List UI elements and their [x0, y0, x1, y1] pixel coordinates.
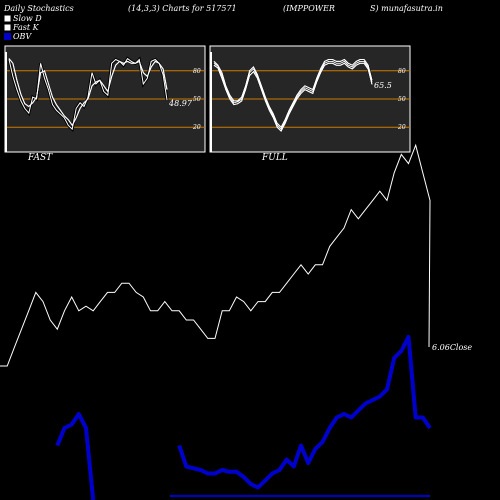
fast-ytick-50: 50	[193, 96, 201, 103]
legend-swatch-slow-d	[3, 14, 12, 23]
close-price-line	[0, 143, 431, 367]
chart-params: (14,3,3) Charts for 517571	[128, 4, 237, 13]
legend: Slow D Fast K OBV	[3, 14, 42, 41]
chart-title: Daily Stochastics	[3, 4, 74, 13]
fast-ytick-80: 80	[193, 68, 201, 75]
legend-swatch-fast-k	[3, 23, 12, 32]
full-panel-label: FULL	[261, 153, 288, 163]
close-label: 6.06Close	[432, 343, 472, 352]
fast-panel-label: FAST	[27, 153, 53, 163]
fast-last-value: 48.97	[168, 99, 193, 108]
full-series-1-line	[213, 62, 373, 132]
full-series-2-line	[213, 58, 373, 129]
obv-line	[55, 335, 432, 500]
full-stochastic-panel: 80 50 20 65.5	[209, 45, 411, 153]
chart-symbol: (IMPPOWER	[283, 4, 335, 13]
chart-site: S) munafasutra.in	[370, 4, 443, 13]
legend-label-obv: OBV	[13, 32, 32, 41]
legend-swatch-obv	[4, 33, 11, 40]
fast-series-1-line	[8, 58, 168, 127]
full-ytick-80: 80	[398, 68, 406, 75]
legend-label-fast-k: Fast K	[12, 23, 40, 32]
fast-ytick-20: 20	[192, 124, 201, 131]
legend-label-slow-d: Slow D	[13, 14, 42, 23]
full-series-0-line	[213, 60, 373, 130]
full-last-value: 65.5	[374, 81, 392, 90]
full-ytick-50: 50	[398, 96, 406, 103]
fast-stochastic-panel: 80 50 20 48.97	[4, 45, 206, 153]
price-obv-panel: 6.06Close	[0, 143, 472, 500]
full-ytick-20: 20	[397, 124, 406, 131]
